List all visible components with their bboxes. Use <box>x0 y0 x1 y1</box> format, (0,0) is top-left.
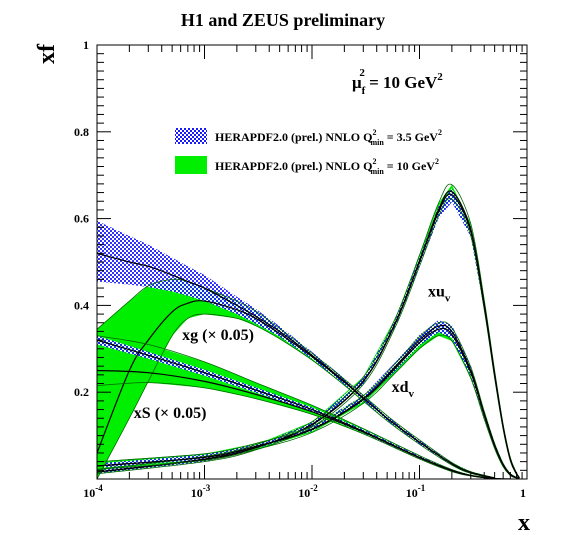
x-tick-label: 1 <box>520 486 526 500</box>
band-q10-xg <box>97 279 495 479</box>
x-axis-label: x <box>518 510 530 536</box>
central-q10-xs <box>97 369 511 479</box>
y-tick-label: 0.8 <box>74 125 89 139</box>
legend-swatch-green <box>175 156 207 174</box>
curve-label-xS: xS (× 0.05) <box>134 405 207 422</box>
curve-label-xg: xg (× 0.05) <box>182 327 254 344</box>
legend-entry-q3p5: HERAPDF2.0 (prel.) NNLO Q2 min = 3.5 GeV2 <box>175 128 442 147</box>
x-tick-label: 10-1 <box>406 483 426 500</box>
curve-labels-layer: xuv xdv xg (× 0.05) xS (× 0.05) <box>134 284 451 423</box>
y-tick-label: 0.2 <box>74 385 89 399</box>
legend-label-q10: HERAPDF2.0 (prel.) NNLO Q2 min = 10 GeV2 <box>215 157 439 176</box>
central-q10-xd <box>97 327 520 479</box>
curve-label-xdv: xdv <box>392 379 415 400</box>
scale-annotation: μf2 = 10 GeV2 <box>352 67 443 97</box>
curve-label-xuv: xuv <box>428 284 451 305</box>
x-tick-label: 10-3 <box>191 483 211 500</box>
curves-layer <box>97 183 520 479</box>
legend-entry-q10: HERAPDF2.0 (prel.) NNLO Q2 min = 10 GeV2 <box>175 156 439 176</box>
ticks-layer: 10-4 10-3 10-2 10-1 1 0.2 0.4 0.6 0.8 1 <box>74 38 528 500</box>
legend-swatch-hatched <box>175 128 207 144</box>
y-tick-label: 0.4 <box>74 298 89 312</box>
chart-title: H1 and ZEUS preliminary <box>181 10 385 30</box>
bands-layer <box>97 184 520 479</box>
x-tick-label: 10-2 <box>298 483 318 500</box>
y-tick-label: 0.6 <box>74 212 89 226</box>
legend: HERAPDF2.0 (prel.) NNLO Q2 min = 3.5 GeV2… <box>175 128 442 176</box>
band-q10-upper-xg <box>97 278 495 479</box>
legend-label-q3p5: HERAPDF2.0 (prel.) NNLO Q2 min = 3.5 GeV2 <box>215 128 442 147</box>
y-axis-label: xf <box>34 43 60 64</box>
x-tick-label: 10-4 <box>83 483 103 500</box>
central-q10-xg <box>97 300 495 479</box>
band-q10-lower-xg <box>97 313 495 479</box>
y-tick-label: 1 <box>83 38 89 52</box>
band-q10-lower-xd <box>97 334 520 479</box>
